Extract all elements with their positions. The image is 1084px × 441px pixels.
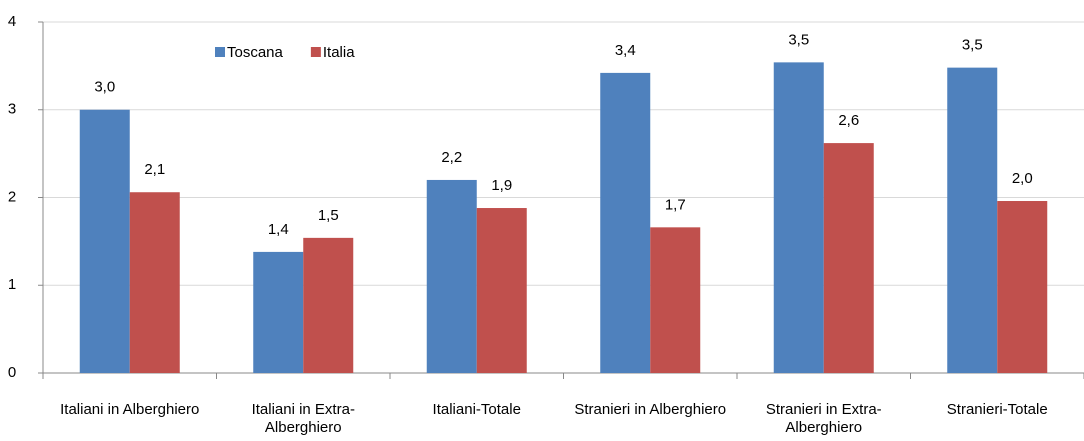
- y-tick-label: 2: [8, 188, 16, 205]
- value-label: 1,7: [665, 196, 686, 213]
- legend-label: Toscana: [227, 44, 284, 61]
- bar: [600, 72, 651, 374]
- x-tick-label: Italiani in Extra-Alberghiero: [251, 401, 355, 436]
- legend-swatch: [310, 47, 321, 57]
- x-tick-label: Stranieri in Extra-Alberghiero: [765, 401, 882, 436]
- bar: [426, 179, 477, 373]
- value-label: 3,5: [788, 31, 809, 48]
- value-label: 2,1: [144, 161, 165, 178]
- bar: [947, 67, 998, 373]
- bar: [997, 201, 1048, 373]
- bar: [303, 237, 354, 373]
- x-tick-label: Italiani in Alberghiero: [60, 401, 200, 418]
- value-label: 3,4: [615, 42, 636, 59]
- value-label: 1,5: [318, 207, 339, 224]
- bar: [823, 143, 874, 373]
- x-tick-label: Stranieri-Totale: [946, 401, 1048, 418]
- bar: [650, 227, 701, 373]
- legend-label: Italia: [323, 44, 355, 61]
- y-tick-label: 1: [8, 276, 16, 293]
- y-tick-label: 4: [8, 13, 16, 30]
- bar: [253, 251, 304, 373]
- value-label: 1,9: [491, 177, 512, 194]
- y-tick-label: 0: [8, 364, 16, 381]
- bar: [476, 208, 527, 373]
- x-tick-label: Italiani-Totale: [432, 401, 521, 418]
- value-label: 1,4: [268, 221, 289, 238]
- value-label: 2,6: [838, 112, 859, 129]
- bar: [79, 109, 130, 373]
- value-label: 3,0: [94, 79, 115, 96]
- value-label: 2,2: [441, 149, 462, 166]
- bar: [129, 192, 180, 373]
- value-label: 2,0: [1012, 170, 1033, 187]
- legend-swatch: [215, 47, 225, 57]
- bar: [773, 62, 824, 374]
- y-tick-label: 3: [8, 101, 16, 118]
- value-label: 3,5: [962, 37, 983, 54]
- x-tick-label: Stranieri in Alberghiero: [574, 401, 727, 418]
